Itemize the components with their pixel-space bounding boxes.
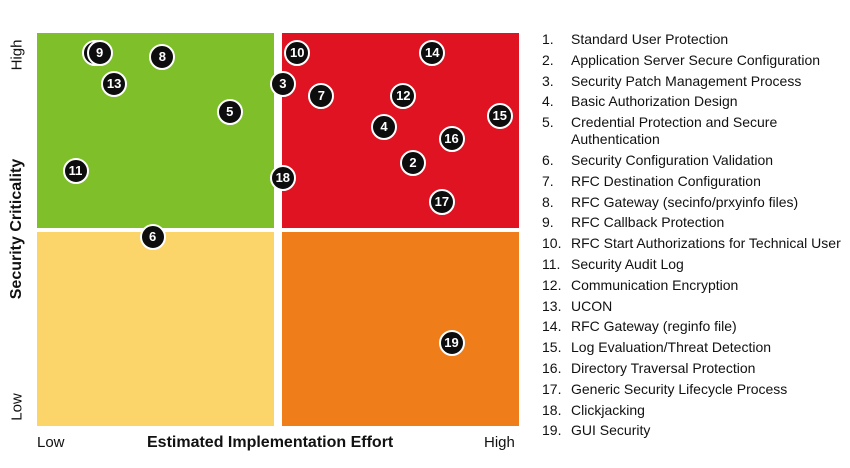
legend-item-label: GUI Security [571,422,651,439]
legend-item-label: RFC Gateway (secinfo/prxyinfo files) [571,193,799,210]
marker-6: 6 [139,224,166,251]
legend-item: 7. RFC Destination Configuration [542,173,847,190]
legend-item-label: Security Configuration Validation [571,151,774,168]
legend-item-label: Generic Security Lifecycle Process [571,380,788,397]
y-axis-high-label: High [8,39,26,71]
legend-item: 6. Security Configuration Validation [542,152,847,169]
legend-item-number: 6. [542,151,554,168]
x-axis-high-label: High [484,434,515,451]
legend-item-label: Credential Protection and Secure Authent… [571,114,778,148]
legend-item-label: Security Audit Log [571,255,684,272]
legend-item: 5. Credential Protection and Secure Authe… [542,114,847,148]
marker-10: 10 [284,39,311,66]
legend-item-label: RFC Start Authorizations for Technical U… [571,235,841,252]
quadrant-high-criticality-high-effort [282,33,519,228]
legend-item-number: 2. [542,51,554,68]
legend-item-number: 5. [542,114,554,131]
legend-item-label: Application Server Secure Configuration [571,51,821,68]
marker-12: 12 [390,82,417,109]
legend-item: 4. Basic Authorization Design [542,93,847,110]
legend-item-label: RFC Gateway (reginfo file) [571,318,737,335]
marker-13: 13 [101,71,128,98]
legend-item-number: 12. [542,276,562,293]
y-axis-title: Security Criticality [8,158,25,300]
legend-item: 14. RFC Gateway (reginfo file) [542,318,847,335]
legend-item-number: 4. [542,93,554,110]
legend-item-label: Log Evaluation/Threat Detection [571,339,772,356]
legend-item: 1. Standard User Protection [542,31,847,48]
legend-item-label: RFC Destination Configuration [571,172,761,189]
legend-item: 2. Application Server Secure Configuratio… [542,52,847,69]
marker-16: 16 [438,126,465,153]
legend-item-label: Security Patch Management Process [571,72,802,89]
legend-item-number: 9. [542,214,554,231]
legend-item: 17. Generic Security Lifecycle Process [542,381,847,398]
legend-item-label: Standard User Protection [571,31,729,47]
legend-item: 12. Communication Encryption [542,277,847,294]
marker-17: 17 [428,188,455,215]
legend-item: 19. GUI Security [542,422,847,439]
legend-item-number: 7. [542,172,554,189]
legend-item-label: RFC Callback Protection [571,214,725,231]
legend-item-number: 3. [542,72,554,89]
marker-5: 5 [216,98,243,125]
legend-item: 18. Clickjacking [542,402,847,419]
legend-item-number: 14. [542,318,562,335]
marker-8: 8 [149,43,176,70]
legend-item-label: Communication Encryption [571,276,739,293]
marker-14: 14 [419,39,446,66]
quadrant-low-criticality-low-effort [37,232,274,426]
legend-item-number: 10. [542,235,562,252]
legend-list: 1. Standard User Protection 2. Application … [542,31,847,443]
legend-item: 13. UCON [542,298,847,315]
legend-item-number: 11. [542,255,561,272]
legend-item-number: 15. [542,339,562,356]
legend-item: 8. RFC Gateway (secinfo/prxyinfo files) [542,194,847,211]
x-axis-low-label: Low [37,434,65,451]
marker-19: 19 [438,330,465,357]
quadrant-low-criticality-high-effort [282,232,519,426]
marker-18: 18 [269,165,296,192]
legend-item-label: Basic Authorization Design [571,93,738,110]
legend-item: 10. RFC Start Authorizations for Technica… [542,235,847,252]
legend-item-number: 18. [542,401,562,418]
legend-item: 15. Log Evaluation/Threat Detection [542,339,847,356]
legend-item-number: 13. [542,297,562,314]
marker-11: 11 [62,157,89,184]
legend-item: 3. Security Patch Management Process [542,73,847,90]
legend-item-number: 1. [542,31,554,47]
marker-9: 9 [86,39,113,66]
marker-4: 4 [371,114,398,141]
marker-15: 15 [486,102,513,129]
legend-item-label: Directory Traversal Protection [571,359,756,376]
legend-item-number: 19. [542,422,562,439]
legend-item-number: 17. [542,380,562,397]
legend-item-number: 16. [542,359,562,376]
marker-3: 3 [269,71,296,98]
legend-item: 9. RFC Callback Protection [542,214,847,231]
legend-item-number: 8. [542,193,554,210]
marker-2: 2 [399,149,426,176]
legend-item: 11. Security Audit Log [542,256,847,273]
y-axis-low-label: Low [8,393,26,421]
legend-item-label: Clickjacking [571,401,645,418]
legend-item-label: UCON [571,297,613,314]
x-axis-title: Estimated Implementation Effort [147,434,394,451]
marker-7: 7 [308,82,335,109]
legend-item: 16. Directory Traversal Protection [542,360,847,377]
